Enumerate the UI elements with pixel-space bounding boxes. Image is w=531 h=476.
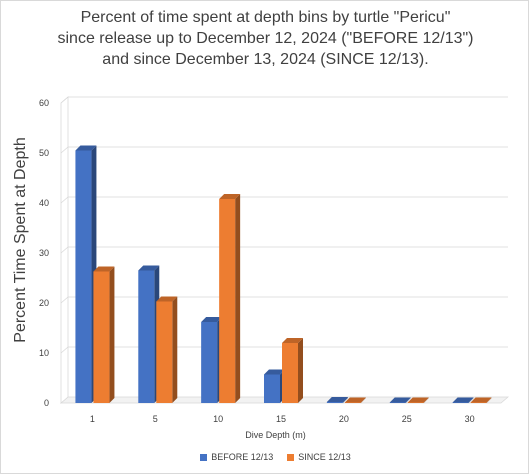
bar-top-face	[326, 397, 348, 402]
x-tick-label: 15	[276, 414, 286, 424]
bar-since	[470, 402, 487, 403]
bar-side-face	[360, 397, 366, 403]
x-tick-label: 10	[213, 414, 223, 424]
y-tick-label: 50	[39, 148, 49, 158]
bar-before	[138, 270, 155, 403]
bar-top-face	[156, 296, 178, 302]
bar-since	[407, 402, 424, 403]
legend-label-before: BEFORE 12/13	[211, 452, 274, 462]
legend-item-since: SINCE 12/13	[287, 452, 351, 462]
bar-before	[452, 402, 469, 403]
bar-before	[326, 402, 343, 403]
bar-since	[93, 271, 110, 403]
y-tick-label: 0	[44, 398, 49, 408]
legend-item-before: BEFORE 12/13	[200, 452, 273, 462]
bar-since	[156, 301, 173, 403]
bar-side-face	[298, 338, 303, 403]
bar-side-face	[486, 397, 492, 403]
bar-top-face	[282, 338, 303, 343]
bar-since	[344, 402, 361, 403]
x-tick-label: 25	[402, 414, 412, 424]
chart-title: Percent of time spent at depth bins by t…	[0, 7, 531, 70]
bar-before	[264, 374, 280, 403]
y-tick-label: 10	[39, 348, 49, 358]
bar-top-face	[219, 194, 241, 199]
legend: BEFORE 12/13 SINCE 12/13	[0, 452, 531, 462]
y-tick-label: 60	[39, 98, 49, 108]
bar-side-face	[235, 194, 241, 403]
bar-side-face	[405, 397, 411, 403]
bar-before	[75, 150, 92, 403]
bar-since	[282, 343, 298, 403]
bar-before	[201, 322, 218, 403]
bar-top-face	[344, 397, 366, 403]
legend-swatch-since	[287, 453, 295, 461]
bar-side-face	[468, 397, 474, 403]
x-axis-label: Dive Depth (m)	[245, 430, 306, 440]
bar-top-face	[138, 265, 160, 271]
bar-side-face	[342, 397, 348, 403]
gridline-diagonal	[60, 96, 69, 104]
bar-top-face	[201, 317, 223, 322]
bar-since	[219, 199, 236, 403]
x-tick-label: 30	[465, 414, 475, 424]
bar-top-face	[407, 397, 429, 403]
x-tick-label: 5	[153, 414, 158, 424]
gridline-diagonal	[60, 246, 69, 254]
bar-before	[389, 402, 406, 403]
chart-title-line-3: and since December 13, 2024 (SINCE 12/13…	[102, 51, 429, 68]
gridline-diagonal	[60, 346, 69, 354]
y-tick-label: 20	[39, 298, 49, 308]
x-tick-label: 1	[90, 414, 95, 424]
chart-title-line-1: Percent of time spent at depth bins by t…	[80, 9, 451, 26]
bar-top-face	[75, 145, 97, 151]
y-tick-label: 40	[39, 198, 49, 208]
legend-swatch-before	[200, 453, 208, 461]
gridline-diagonal	[60, 196, 69, 204]
bar-top-face	[452, 397, 474, 403]
gridline-diagonal	[60, 146, 69, 154]
y-axis-label: Percent Time Spent at Depth	[12, 137, 29, 343]
chart-title-line-2: since release up to December 12, 2024 ("…	[57, 30, 474, 47]
gridline-diagonal	[60, 296, 69, 304]
y-tick-label: 30	[39, 248, 49, 258]
bar-top-face	[264, 369, 285, 375]
bar-side-face	[109, 266, 115, 403]
bar-top-face	[470, 397, 492, 403]
legend-label-since: SINCE 12/13	[298, 452, 351, 462]
bar-top-face	[389, 397, 411, 403]
bar-side-face	[423, 397, 429, 403]
bar-side-face	[172, 296, 178, 403]
y-axis-label-wrap: Percent Time Spent at Depth	[6, 80, 36, 400]
bar-top-face	[93, 266, 115, 272]
x-tick-label: 20	[339, 414, 349, 424]
